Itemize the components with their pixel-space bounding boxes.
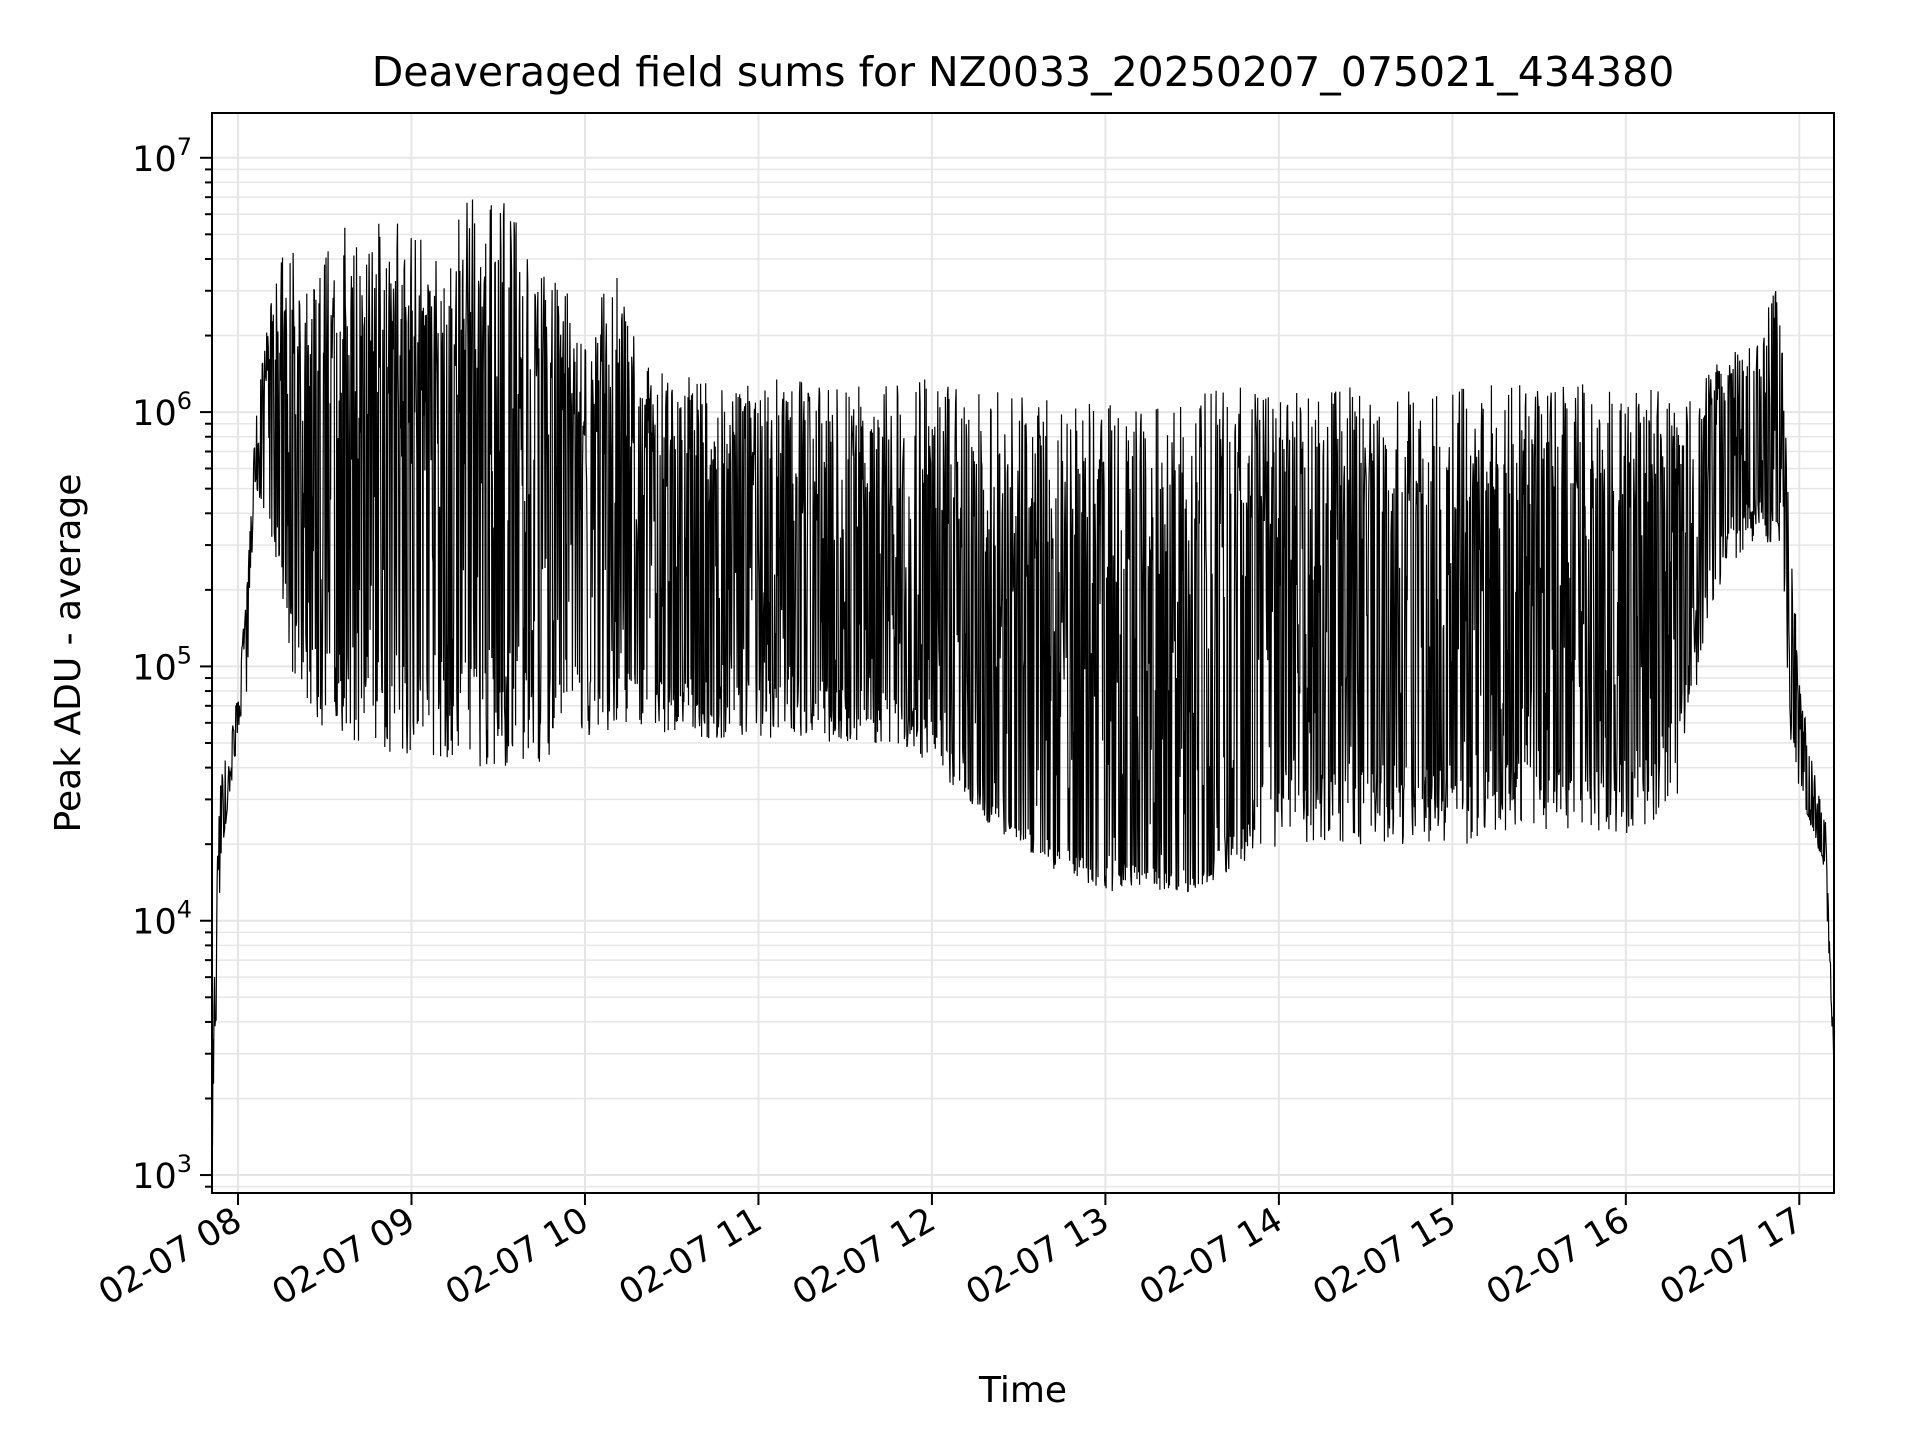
y-tick-label-base: 10 (132, 140, 177, 180)
y-tick-label-exponent: 3 (177, 1150, 192, 1178)
x-axis-label: Time (978, 1370, 1067, 1411)
y-tick-label-base: 10 (132, 394, 177, 434)
y-tick-label: 106 (132, 387, 192, 434)
y-tick-label-base: 10 (132, 1157, 177, 1197)
series-line (211, 199, 1835, 1146)
y-tick-label-base: 10 (132, 903, 177, 943)
y-tick-label: 103 (132, 1150, 192, 1197)
y-tick-label-base: 10 (132, 648, 177, 688)
y-tick-label-exponent: 5 (177, 641, 192, 669)
y-tick-label: 105 (132, 641, 192, 688)
y-tick-label-exponent: 4 (177, 896, 192, 924)
y-tick-label: 107 (132, 133, 192, 180)
data-series (211, 199, 1835, 1146)
chart-title: Deaveraged field sums for NZ0033_2025020… (372, 48, 1675, 96)
y-tick-label-exponent: 7 (177, 133, 192, 161)
y-tick-label: 104 (132, 896, 192, 943)
y-axis-label: Peak ADU - average (48, 474, 89, 833)
y-tick-label-exponent: 6 (177, 387, 192, 415)
plot-frame (211, 112, 1835, 1194)
